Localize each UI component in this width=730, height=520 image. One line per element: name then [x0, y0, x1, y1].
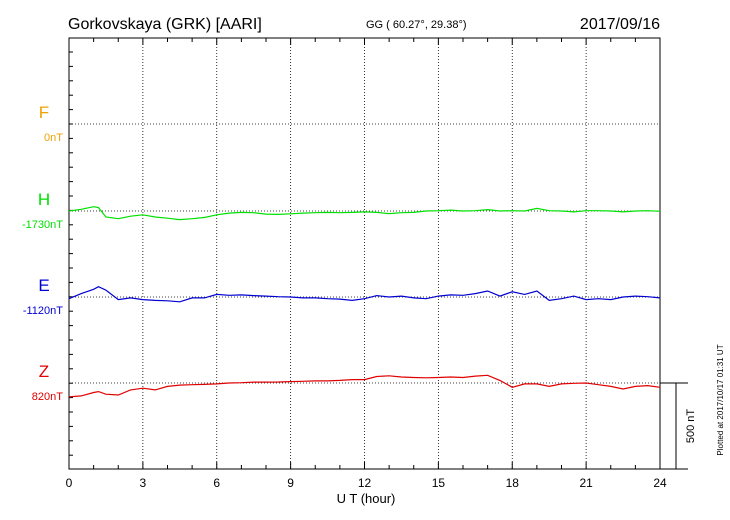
scale-bar-label: 500 nT	[685, 409, 697, 444]
series-line-z	[68, 374, 661, 398]
date-label: 2017/09/16	[580, 16, 660, 33]
grid	[69, 38, 660, 469]
x-tick-label: 0	[66, 476, 73, 490]
x-tick-label: 21	[579, 476, 593, 490]
series-labels: F 0nT H -1730nT E -1120nT Z 820nT	[22, 103, 63, 403]
x-axis-title: U T (hour)	[337, 491, 396, 506]
plotted-timestamp: Plotted at 2017/10/17 01:31 UT	[716, 344, 725, 455]
x-tick-label: 24	[653, 476, 667, 490]
scale-bar: 500 nT	[660, 382, 697, 470]
station-title: Gorkovskaya (GRK) [AARI]	[68, 16, 262, 33]
x-tick-label: 12	[358, 476, 372, 490]
x-tick-label: 18	[506, 476, 520, 490]
x-tick-label: 15	[432, 476, 446, 490]
axis-ticks: 0 3 6 9 12 15 18 21 24	[66, 38, 667, 490]
series-line-h	[68, 206, 661, 221]
x-tick-label: 6	[213, 476, 220, 490]
series-name-z: Z	[39, 362, 49, 381]
coordinates-label: GG ( 60.27°, 29.38°)	[366, 19, 467, 31]
series-baseline-h: -1730nT	[22, 219, 63, 231]
series-baseline-z: 820nT	[32, 391, 63, 403]
series-line-e	[68, 286, 661, 303]
series-name-h: H	[38, 190, 50, 209]
series-baseline-f: 0nT	[44, 132, 63, 144]
x-tick-label: 3	[140, 476, 147, 490]
series-name-f: F	[39, 103, 49, 122]
x-tick-label: 9	[287, 476, 294, 490]
series-name-e: E	[38, 276, 49, 295]
series-lines	[68, 206, 661, 398]
series-baseline-e: -1120nT	[23, 305, 63, 317]
